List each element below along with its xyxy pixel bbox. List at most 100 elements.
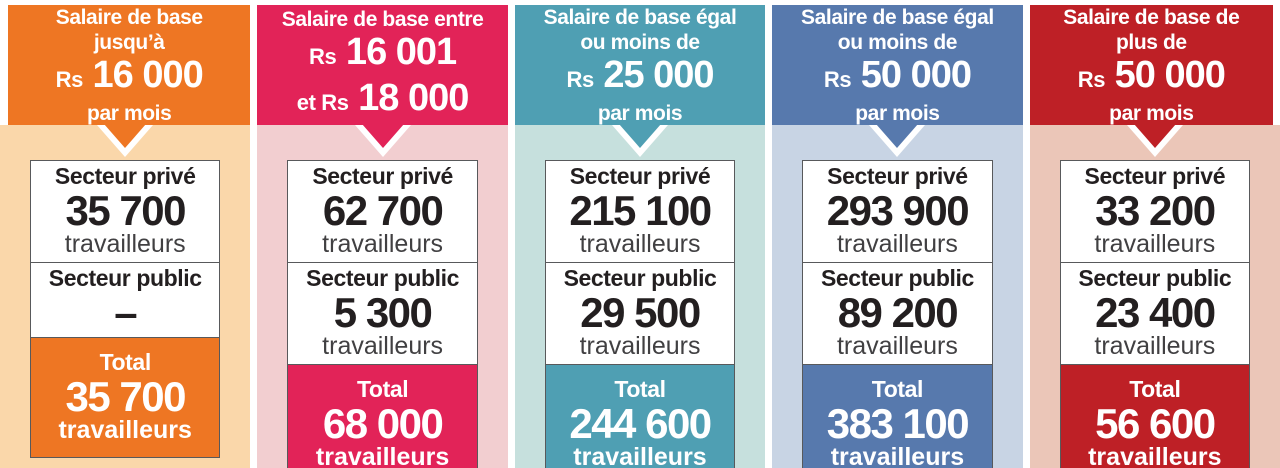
private-sector-label: Secteur privé	[1084, 163, 1226, 189]
public-sector-box: Secteur public 23 400 travailleurs	[1059, 262, 1251, 365]
total-box: Total 35 700 travailleurs	[30, 337, 221, 458]
total-value: 68 000	[322, 400, 444, 447]
down-arrow-outline	[97, 125, 154, 157]
salary-bracket-column-3-bracket-up-to-25000: Salaire de base égal ou moins de Rs 25 000…	[514, 0, 766, 468]
header-line: par mois	[855, 101, 940, 125]
private-sector-box: Secteur privé 215 100 travailleurs	[544, 160, 736, 263]
public-sector-label: Secteur public	[48, 265, 202, 291]
public-sector-value: 29 500	[580, 289, 701, 336]
private-sector-box: Secteur privé 33 200 travailleurs	[1059, 160, 1251, 263]
total-box: Total 383 100 travailleurs	[802, 364, 993, 468]
private-sector-box: Secteur privé 62 700 travailleurs	[287, 160, 478, 263]
down-arrow-icon	[772, 116, 1022, 160]
header-line: Rs 50 000	[1077, 53, 1226, 101]
private-sector-label: Secteur privé	[569, 163, 711, 189]
salary-bracket-column-5-bracket-above-50000: Salaire de base de plus de Rs 50 000 par mo…	[1029, 0, 1280, 468]
header-line: ou moins de	[580, 30, 700, 54]
down-arrow-icon	[257, 116, 507, 160]
total-box: Total 56 600 travailleurs	[1059, 364, 1251, 468]
public-sector-unit: travailleurs	[322, 332, 444, 360]
header-line: Rs 50 000	[823, 55, 972, 101]
total-unit: travailleurs	[1088, 443, 1222, 468]
header-line: par mois	[1109, 101, 1194, 125]
header-line: jusqu’à	[93, 30, 165, 54]
total-value: 383 100	[826, 400, 970, 447]
header-line: plus de	[1115, 30, 1187, 54]
header-line: Rs 16 000	[55, 53, 204, 101]
public-sector-box: Secteur public 29 500 travailleurs	[544, 262, 736, 365]
bracket-body: Secteur privé 33 200 travailleurs Secteu…	[1029, 116, 1280, 468]
header-line: ou moins de	[837, 30, 958, 54]
private-sector-value: 293 900	[826, 187, 970, 234]
public-sector-unit: travailleurs	[836, 332, 958, 360]
public-sector-value: 23 400	[1095, 289, 1216, 336]
down-arrow-outline	[869, 125, 926, 157]
salary-amount: 16 001	[336, 30, 457, 73]
header-line: et Rs 18 000	[296, 78, 470, 124]
bracket-header: Salaire de base égal ou moins de Rs 25 000…	[514, 5, 766, 125]
down-arrow-icon	[1030, 116, 1280, 160]
down-arrow-outline	[354, 125, 411, 157]
header-line: Salaire de base égal	[543, 5, 737, 29]
currency-prefix: Rs	[1077, 66, 1106, 92]
total-unit: travailleurs	[573, 443, 707, 468]
private-sector-label: Secteur privé	[54, 163, 196, 189]
bracket-body: Secteur privé 35 700 travailleurs Secteu…	[0, 116, 251, 468]
total-box: Total 244 600 travailleurs	[544, 364, 736, 468]
private-sector-unit: travailleurs	[1094, 230, 1216, 258]
down-arrow-icon	[0, 116, 250, 160]
private-sector-label: Secteur privé	[827, 163, 968, 189]
public-sector-value: 89 200	[837, 289, 959, 336]
private-sector-box: Secteur privé 35 700 travailleurs	[30, 160, 221, 263]
currency-prefix: Rs	[309, 43, 337, 69]
bracket-body: Secteur privé 215 100 travailleurs Secte…	[514, 116, 766, 468]
bracket-body: Secteur privé 62 700 travailleurs Secteu…	[257, 116, 508, 468]
private-sector-value: 33 200	[1095, 187, 1216, 234]
bracket-header: Salaire de base entre Rs 16 001 et Rs 18 0…	[257, 5, 508, 125]
public-sector-box: Secteur public –	[30, 262, 221, 338]
public-sector-unit: travailleurs	[1094, 332, 1216, 360]
private-sector-unit: travailleurs	[579, 230, 701, 258]
currency-prefix: Rs	[55, 66, 84, 92]
header-line: par mois	[597, 101, 683, 125]
bracket-body: Secteur privé 293 900 travailleurs Secte…	[772, 116, 1023, 468]
private-sector-box: Secteur privé 293 900 travailleurs	[802, 160, 993, 263]
total-value: 244 600	[569, 400, 712, 447]
bracket-header: Salaire de base de plus de Rs 50 000 par mo…	[1029, 5, 1274, 125]
public-sector-value: 5 300	[333, 289, 433, 336]
bracket-header: Salaire de base égal ou moins de Rs 50 000…	[772, 5, 1023, 125]
down-arrow-outline	[1126, 125, 1183, 157]
total-unit: travailleurs	[830, 443, 965, 468]
bracket-header: Salaire de base jusqu’à Rs 16 000 par mois	[8, 5, 251, 125]
currency-prefix: Rs	[823, 66, 852, 92]
header-line: par mois	[87, 101, 172, 125]
public-sector-label: Secteur public	[1078, 265, 1232, 291]
private-sector-value: 35 700	[65, 187, 186, 234]
total-label: Total	[614, 376, 666, 402]
public-sector-label: Secteur public	[563, 265, 717, 291]
currency-prefix: et Rs	[296, 89, 349, 115]
salary-amount: 50 000	[1105, 53, 1226, 96]
public-sector-value: –	[114, 289, 137, 336]
header-line: Salaire de base égal	[801, 5, 994, 29]
currency-prefix: Rs	[566, 66, 594, 92]
down-arrow-outline	[612, 125, 669, 157]
public-sector-box: Secteur public 89 200 travailleurs	[802, 262, 993, 365]
public-sector-label: Secteur public	[306, 265, 460, 291]
header-line: Salaire de base entre	[281, 7, 484, 31]
header-line: Salaire de base	[55, 5, 203, 29]
total-unit: travailleurs	[58, 416, 192, 444]
private-sector-label: Secteur privé	[312, 163, 453, 189]
public-sector-label: Secteur public	[820, 265, 974, 291]
public-sector-box: Secteur public 5 300 travailleurs	[287, 262, 478, 365]
down-arrow-icon	[515, 116, 765, 160]
salary-amount: 16 000	[82, 53, 204, 96]
private-sector-value: 215 100	[569, 187, 712, 234]
header-line: Rs 16 001	[309, 30, 457, 78]
total-unit: travailleurs	[315, 443, 450, 468]
header-line: Rs 25 000	[566, 55, 714, 101]
salary-bracket-column-2-bracket-16001-18000: Salaire de base entre Rs 16 001 et Rs 18 0…	[257, 0, 508, 468]
total-value: 35 700	[65, 373, 186, 420]
header-line: Salaire de base de	[1063, 5, 1240, 29]
